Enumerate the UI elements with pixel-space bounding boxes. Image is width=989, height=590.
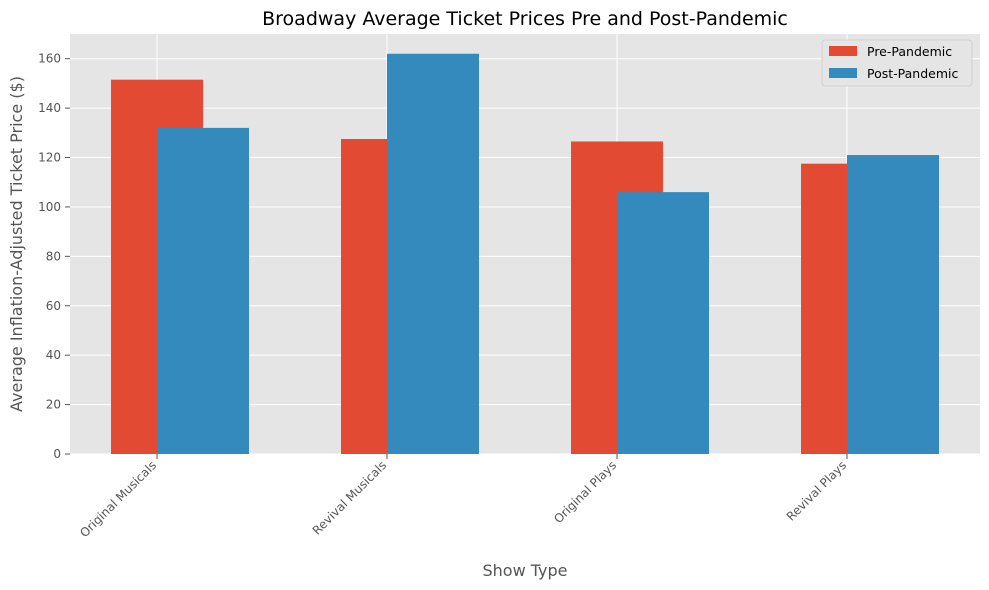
- y-tick-label: 100: [38, 200, 61, 214]
- y-tick-label: 140: [38, 101, 61, 115]
- x-tick-label: Revival Musicals: [310, 458, 389, 537]
- chart-title: Broadway Average Ticket Prices Pre and P…: [262, 8, 788, 30]
- y-tick-label: 20: [46, 398, 61, 412]
- y-tick-label: 0: [53, 447, 61, 461]
- y-tick-label: 120: [38, 151, 61, 165]
- bar-post-pandemic-2: [617, 192, 709, 454]
- y-tick-label: 160: [38, 52, 61, 66]
- x-tick-label: Original Musicals: [77, 458, 159, 540]
- bar-post-pandemic-1: [387, 53, 479, 454]
- legend-swatch-pre-pandemic: [829, 46, 857, 56]
- legend: Pre-Pandemic Post-Pandemic: [821, 39, 973, 87]
- y-tick-label: 80: [46, 249, 61, 263]
- y-tick-label: 40: [46, 348, 61, 362]
- y-tick-label: 60: [46, 299, 61, 313]
- x-axis-title: Show Type: [482, 561, 567, 580]
- bars: [111, 53, 939, 455]
- x-tick-label: Original Plays: [551, 458, 619, 526]
- bar-post-pandemic-0: [157, 127, 249, 454]
- x-axis-ticks: Original Musicals Revival Musicals Origina…: [77, 454, 849, 540]
- y-axis-ticks: 0 20 40 60 80 100 120 140 160: [38, 52, 70, 461]
- legend-box: [821, 39, 973, 87]
- y-axis-title: Average Inflation-Adjusted Ticket Price …: [7, 76, 26, 412]
- legend-swatch-post-pandemic: [829, 68, 857, 78]
- x-tick-label: Revival Plays: [784, 458, 849, 523]
- legend-label-pre-pandemic: Pre-Pandemic: [867, 44, 952, 59]
- legend-label-post-pandemic: Post-Pandemic: [867, 66, 958, 81]
- bar-post-pandemic-3: [847, 155, 939, 454]
